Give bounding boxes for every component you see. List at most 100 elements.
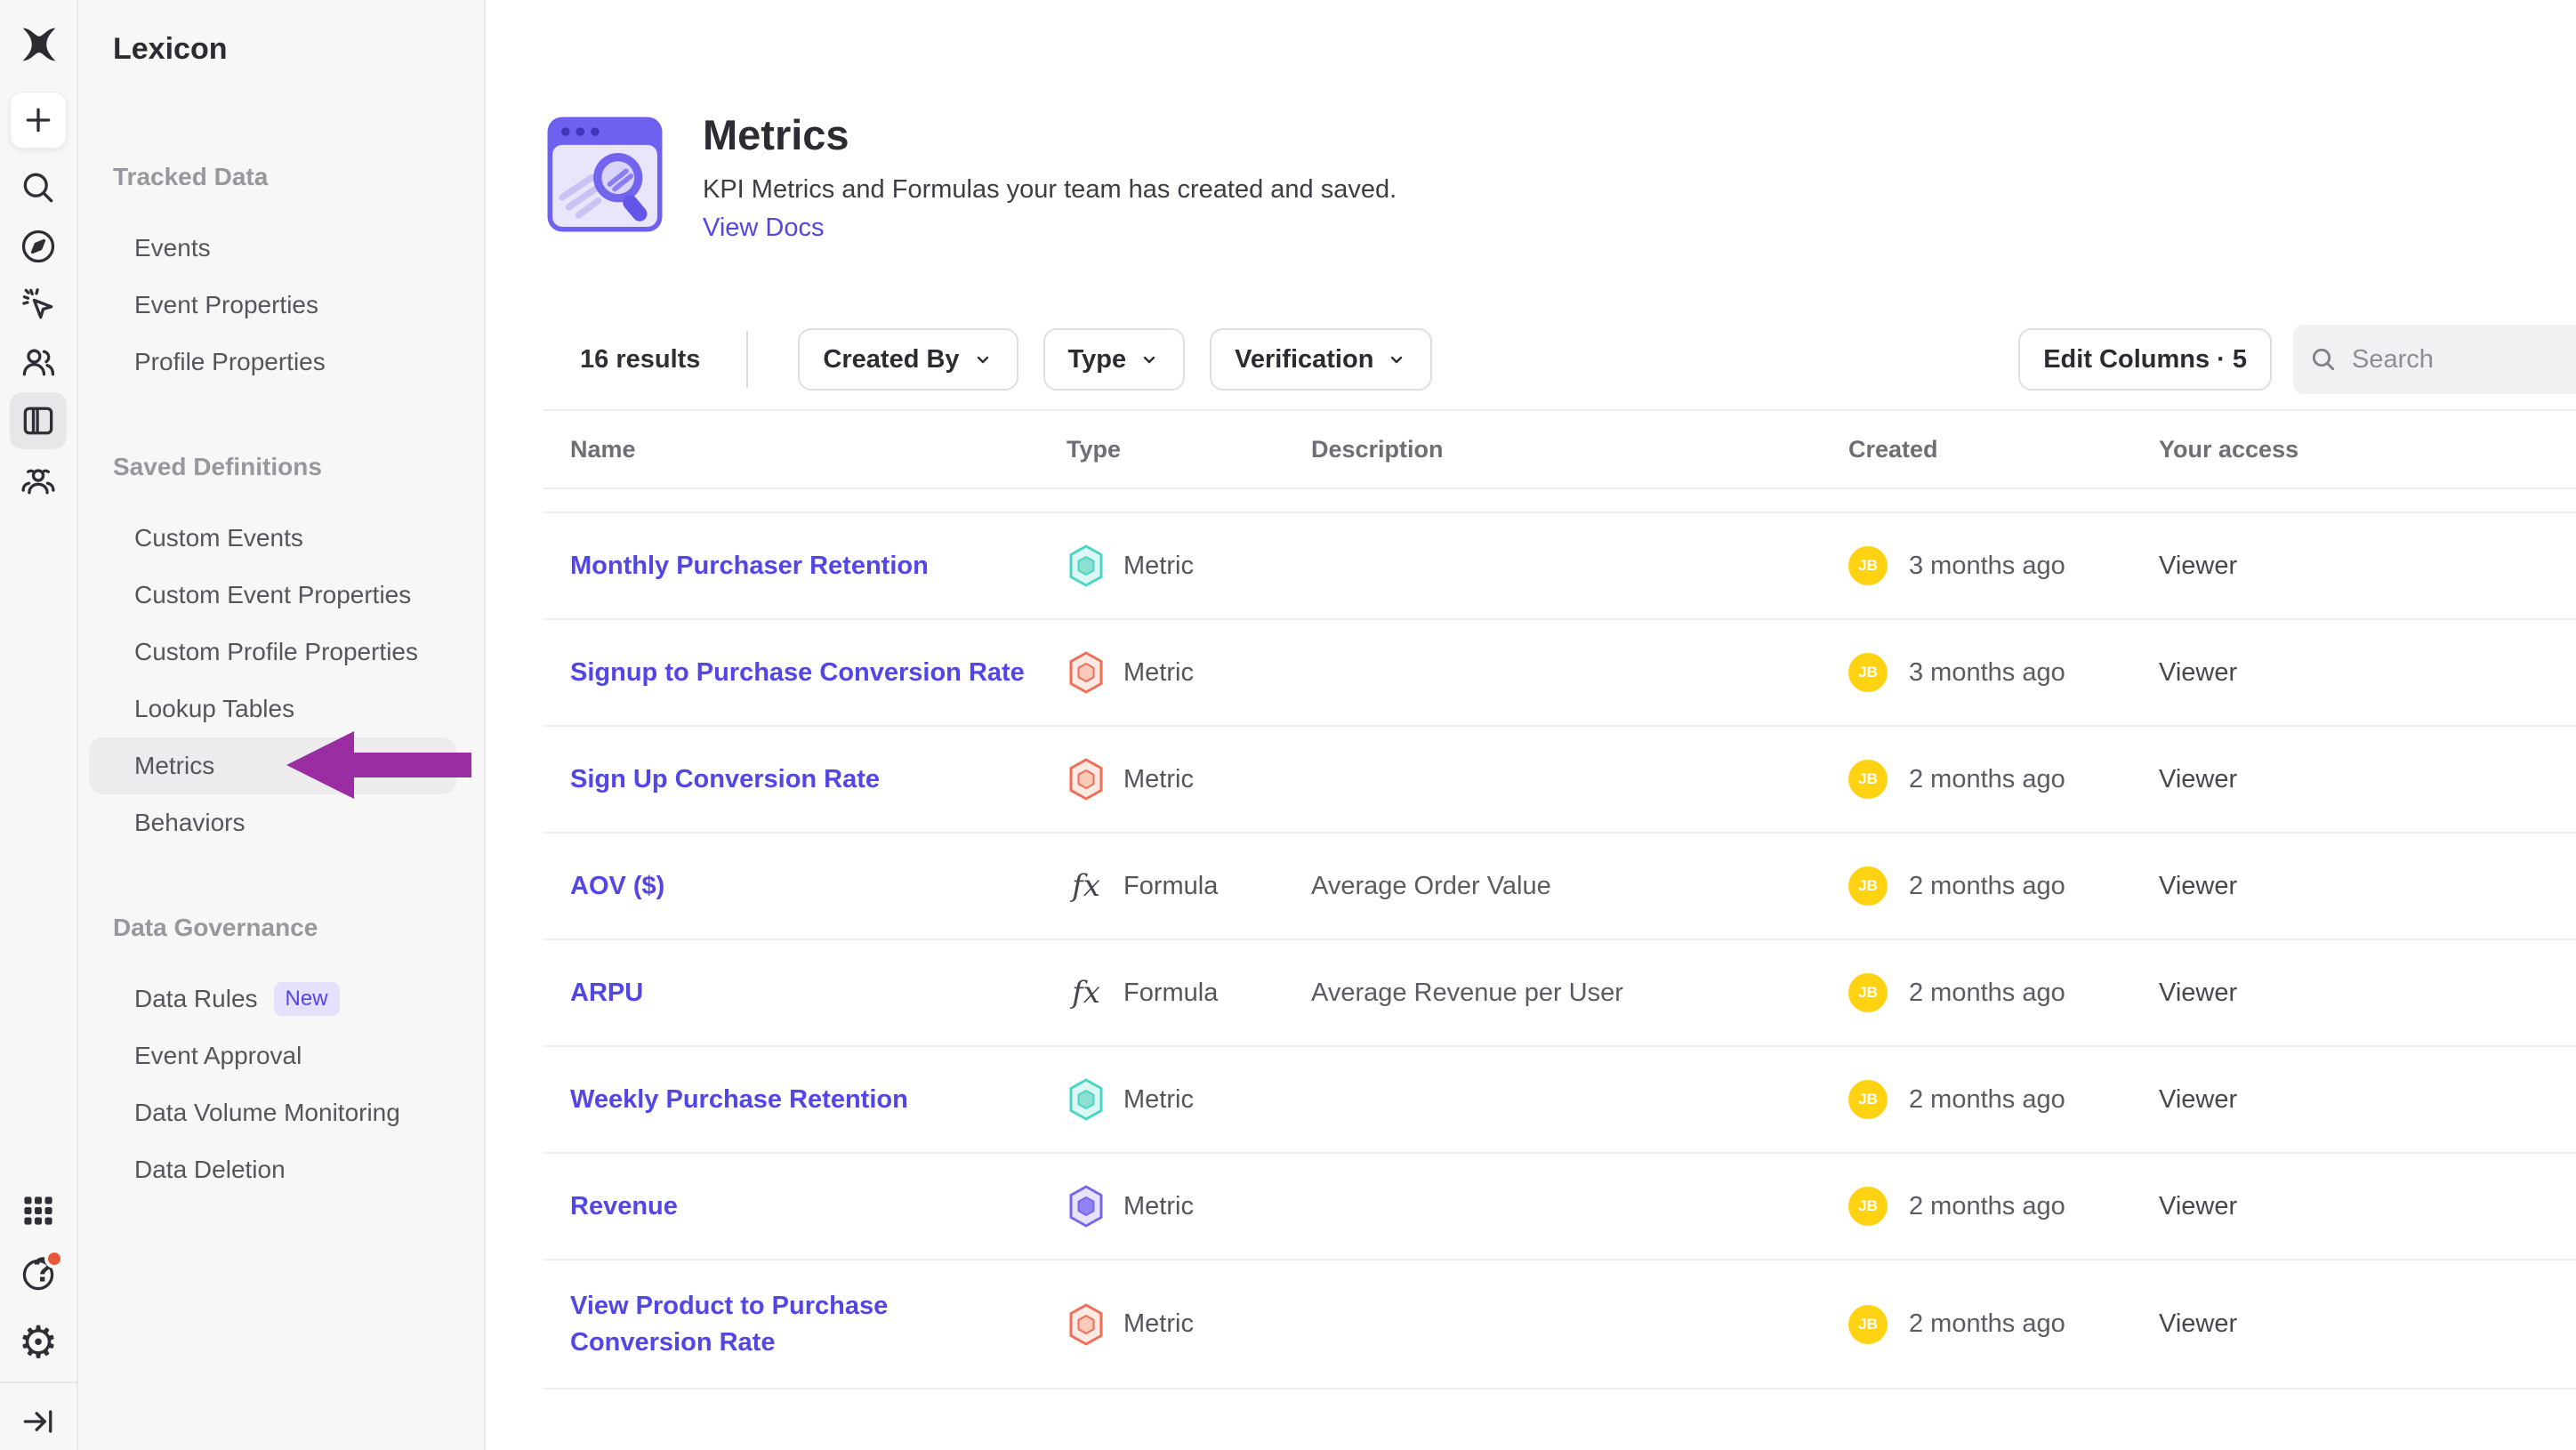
sidebar-item-data-volume-monitoring[interactable]: Data Volume Monitoring bbox=[134, 1099, 400, 1126]
mixpanel-logo-icon[interactable] bbox=[20, 25, 59, 64]
access-level: Viewer bbox=[2159, 1191, 2238, 1220]
table-header-row: Name Type Description Created Your acces… bbox=[543, 411, 2576, 489]
column-created[interactable]: Created bbox=[1848, 435, 1938, 463]
compass-icon[interactable] bbox=[19, 227, 58, 266]
metric-name-link[interactable]: Signup to Purchase Conversion Rate bbox=[570, 657, 1025, 687]
chevron-down-icon bbox=[1391, 356, 1403, 364]
access-level: Viewer bbox=[2159, 551, 2238, 580]
metric-hexagon-teal-icon bbox=[1069, 544, 1103, 587]
column-type[interactable]: Type bbox=[1067, 435, 1122, 463]
metric-name-link[interactable]: Weekly Purchase Retention bbox=[570, 1084, 908, 1114]
filter-verification-button[interactable]: Verification bbox=[1210, 328, 1433, 391]
type-label: Metric bbox=[1123, 1191, 1194, 1220]
type-label: Formula bbox=[1123, 978, 1219, 1007]
metric-name-link[interactable]: Revenue bbox=[570, 1191, 678, 1220]
table-row: Weekly Purchase Retention Metric JB 2 mon… bbox=[543, 1047, 2576, 1154]
section-data-governance: Data Governance Data Rules New Event App… bbox=[78, 906, 486, 1198]
access-level: Viewer bbox=[2159, 764, 2238, 793]
chevron-down-icon bbox=[977, 356, 988, 364]
settings-gear-icon[interactable]: ⚙ bbox=[18, 1317, 59, 1367]
column-your-access[interactable]: Your access bbox=[2159, 435, 2299, 463]
rail-divider bbox=[0, 1382, 78, 1383]
icon-rail: ? ⚙ bbox=[0, 0, 78, 1450]
avatar: JB bbox=[1848, 1187, 1888, 1226]
metric-name-link[interactable]: View Product to Purchase Conversion Rate bbox=[570, 1291, 889, 1357]
metrics-table: Name Type Description Created Your acces… bbox=[543, 409, 2576, 1390]
type-label: Metric bbox=[1123, 1309, 1194, 1338]
created-ago: 2 months ago bbox=[1909, 978, 2065, 1007]
table-row: AOV ($) fx Formula Average Order Value J… bbox=[543, 834, 2576, 940]
metrics-page-icon bbox=[543, 112, 667, 237]
sidebar-item-metrics-active[interactable]: Metrics bbox=[89, 737, 456, 794]
metric-hexagon-coral-icon bbox=[1069, 1303, 1103, 1345]
sidebar-item-custom-profile-properties[interactable]: Custom Profile Properties bbox=[134, 638, 419, 665]
search-icon bbox=[2312, 348, 2335, 371]
formula-fx-icon: fx bbox=[1072, 868, 1100, 904]
avatar: JB bbox=[1848, 866, 1888, 906]
metric-name-link[interactable]: Monthly Purchaser Retention bbox=[570, 551, 929, 580]
section-title: Tracked Data bbox=[113, 163, 269, 190]
type-label: Metric bbox=[1123, 551, 1194, 580]
created-ago: 2 months ago bbox=[1909, 1084, 2065, 1114]
column-description[interactable]: Description bbox=[1311, 435, 1444, 463]
section-tracked-data: Tracked Data Events Event Properties Pro… bbox=[78, 156, 486, 391]
view-docs-link[interactable]: View Docs bbox=[703, 213, 825, 242]
help-icon[interactable]: ? bbox=[19, 1249, 64, 1294]
edit-columns-button[interactable]: Edit Columns · 5 bbox=[2018, 328, 2272, 391]
sidebar-item-event-approval[interactable]: Event Approval bbox=[134, 1042, 302, 1069]
rail-item-lexicon-selected[interactable] bbox=[10, 392, 67, 449]
page-subtitle: KPI Metrics and Formulas your team has c… bbox=[703, 175, 1397, 204]
metric-hexagon-purple-icon bbox=[1069, 1185, 1103, 1228]
search-icon[interactable] bbox=[19, 168, 58, 207]
search-input[interactable] bbox=[2352, 344, 2548, 375]
access-level: Viewer bbox=[2159, 657, 2238, 687]
metric-name-link[interactable]: Sign Up Conversion Rate bbox=[570, 764, 881, 793]
type-label: Metric bbox=[1123, 764, 1194, 793]
sidebar-item-data-deletion[interactable]: Data Deletion bbox=[134, 1156, 286, 1183]
metric-name-link[interactable]: ARPU bbox=[570, 978, 644, 1007]
people-group-icon[interactable] bbox=[19, 462, 58, 501]
avatar: JB bbox=[1848, 653, 1888, 692]
chevron-down-icon bbox=[1143, 356, 1155, 364]
created-ago: 3 months ago bbox=[1909, 657, 2065, 687]
created-ago: 2 months ago bbox=[1909, 1191, 2065, 1220]
product-title: Lexicon bbox=[113, 32, 228, 66]
metric-hexagon-coral-icon bbox=[1069, 758, 1103, 801]
notification-dot bbox=[44, 1249, 64, 1269]
search-box[interactable] bbox=[2293, 325, 2576, 394]
sidebar-item-event-properties[interactable]: Event Properties bbox=[134, 291, 318, 318]
avatar: JB bbox=[1848, 1304, 1888, 1344]
sidebar-item-events[interactable]: Events bbox=[134, 234, 211, 262]
access-level: Viewer bbox=[2159, 978, 2238, 1007]
avatar: JB bbox=[1848, 1080, 1888, 1119]
sidebar-item-profile-properties[interactable]: Profile Properties bbox=[134, 348, 326, 375]
filter-type-button[interactable]: Type bbox=[1042, 328, 1186, 391]
page-title: Metrics bbox=[703, 111, 849, 158]
sidebar-item-behaviors[interactable]: Behaviors bbox=[134, 809, 246, 836]
sidebar: Lexicon Tracked Data Events Event Proper… bbox=[78, 0, 486, 1450]
section-title: Data Governance bbox=[113, 914, 318, 941]
sidebar-item-custom-event-properties[interactable]: Custom Event Properties bbox=[134, 581, 412, 608]
type-label: Metric bbox=[1123, 1084, 1194, 1114]
type-label: Metric bbox=[1123, 657, 1194, 687]
type-label: Formula bbox=[1123, 871, 1219, 900]
table-row: ARPU fx Formula Average Revenue per User… bbox=[543, 940, 2576, 1047]
apps-grid-icon[interactable] bbox=[19, 1191, 58, 1230]
collapse-sidebar-icon[interactable] bbox=[19, 1402, 58, 1441]
access-level: Viewer bbox=[2159, 1084, 2238, 1114]
column-name[interactable]: Name bbox=[570, 435, 636, 463]
sidebar-item-lookup-tables[interactable]: Lookup Tables bbox=[134, 695, 295, 722]
new-badge: New bbox=[273, 982, 340, 1016]
cursor-click-icon[interactable] bbox=[19, 285, 58, 324]
users-icon[interactable] bbox=[19, 342, 58, 382]
sidebar-item-custom-events[interactable]: Custom Events bbox=[134, 524, 303, 552]
create-button[interactable] bbox=[10, 92, 67, 149]
sidebar-item-data-rules[interactable]: Data Rules New bbox=[78, 971, 486, 1027]
table-row: Signup to Purchase Conversion Rate Metri… bbox=[543, 620, 2576, 727]
section-title: Saved Definitions bbox=[113, 453, 322, 480]
metric-name-link[interactable]: AOV ($) bbox=[570, 871, 665, 900]
avatar: JB bbox=[1848, 760, 1888, 799]
table-row: View Product to Purchase Conversion Rate… bbox=[543, 1261, 2576, 1390]
filter-created-by-button[interactable]: Created By bbox=[798, 328, 1018, 391]
main-content: Metrics KPI Metrics and Formulas your te… bbox=[487, 0, 2576, 1450]
